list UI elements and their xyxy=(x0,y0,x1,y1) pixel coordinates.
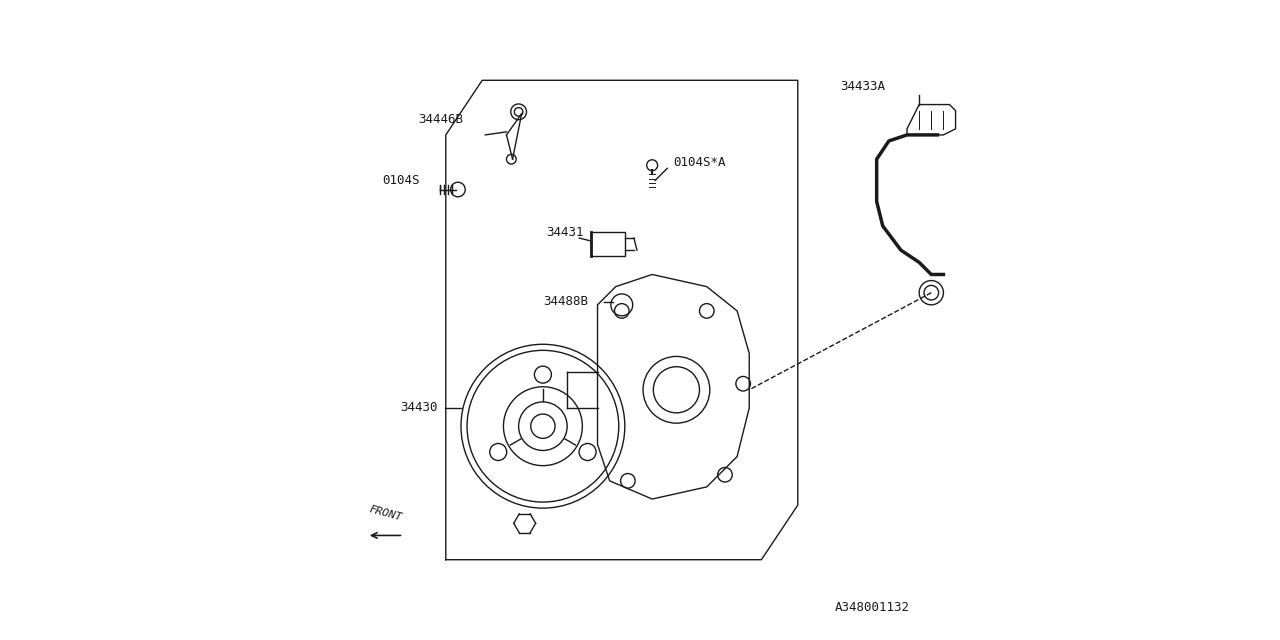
Text: 34488B: 34488B xyxy=(543,295,588,308)
Text: FRONT: FRONT xyxy=(367,504,403,522)
Text: A348001132: A348001132 xyxy=(835,602,910,614)
Text: 34431: 34431 xyxy=(547,225,584,239)
Text: 0104S: 0104S xyxy=(381,174,420,187)
Text: 0104S*A: 0104S*A xyxy=(673,156,726,169)
Text: 34430: 34430 xyxy=(401,401,438,415)
Text: 34446B: 34446B xyxy=(419,113,463,126)
Text: 34433A: 34433A xyxy=(840,80,886,93)
